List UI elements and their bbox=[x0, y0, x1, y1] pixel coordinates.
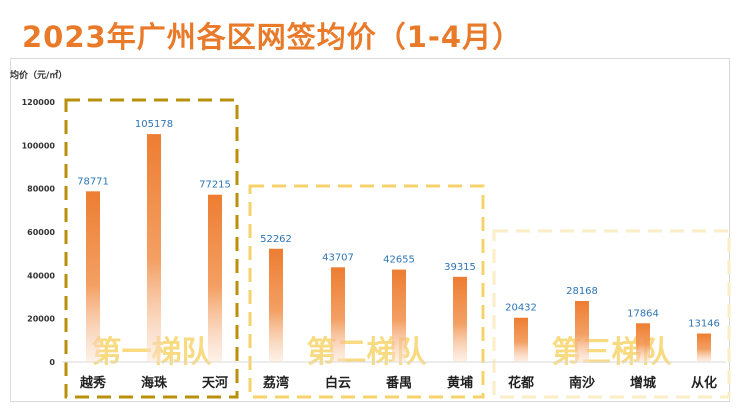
data-label-越秀: 78771 bbox=[77, 176, 109, 187]
y-tick-label-2: 40000 bbox=[27, 271, 55, 280]
bar-黄埔 bbox=[453, 276, 467, 362]
bar-南沙 bbox=[575, 300, 589, 362]
data-label-番禺: 42655 bbox=[383, 255, 415, 266]
tier-label-2: 第二梯队 bbox=[307, 335, 428, 370]
data-label-南沙: 28168 bbox=[566, 286, 598, 297]
y-tick-label-1: 20000 bbox=[27, 315, 55, 324]
x-tick-label-天河: 天河 bbox=[202, 375, 228, 391]
data-label-黄埔: 39315 bbox=[444, 262, 476, 273]
bar-天河 bbox=[208, 194, 222, 362]
y-tick-label-0: 0 bbox=[49, 358, 55, 367]
data-label-荔湾: 52262 bbox=[260, 234, 292, 245]
data-label-花都: 20432 bbox=[505, 303, 537, 314]
x-tick-label-从化: 从化 bbox=[691, 375, 717, 391]
x-tick-label-番禺: 番禺 bbox=[385, 375, 412, 391]
x-tick-label-越秀: 越秀 bbox=[79, 375, 107, 391]
chart-title: 2023年广州各区网签均价（1-4月） bbox=[22, 20, 523, 54]
bar-海珠 bbox=[147, 134, 161, 362]
data-label-天河: 77215 bbox=[199, 180, 231, 191]
bar-荔湾 bbox=[269, 248, 283, 362]
x-tick-label-南沙: 南沙 bbox=[569, 375, 595, 391]
data-label-白云: 43707 bbox=[322, 252, 354, 263]
bar-增城 bbox=[636, 323, 650, 362]
bar-番禺 bbox=[392, 269, 406, 362]
data-label-海珠: 105178 bbox=[135, 119, 173, 130]
bar-白云 bbox=[331, 267, 345, 362]
tier-box-3 bbox=[492, 229, 731, 399]
x-tick-label-黄埔: 黄埔 bbox=[447, 375, 473, 391]
y-tick-label-3: 60000 bbox=[27, 228, 55, 237]
y-tick-label-5: 100000 bbox=[22, 141, 56, 150]
tier-box-1 bbox=[64, 98, 239, 399]
x-tick-label-白云: 白云 bbox=[325, 375, 351, 391]
bar-花都 bbox=[514, 317, 528, 362]
chart-frame bbox=[10, 58, 730, 402]
tier-label-3: 第三梯队 bbox=[552, 335, 673, 370]
x-tick-label-增城: 增城 bbox=[630, 375, 656, 391]
y-tick-label-4: 80000 bbox=[27, 185, 55, 194]
y-axis-label: 均价（元/㎡） bbox=[10, 69, 67, 81]
tier-box-2 bbox=[248, 184, 485, 399]
bar-越秀 bbox=[86, 191, 100, 362]
y-tick-label-6: 120000 bbox=[22, 98, 56, 107]
bar-从化 bbox=[697, 333, 711, 362]
x-tick-label-海珠: 海珠 bbox=[141, 375, 168, 391]
x-tick-label-花都: 花都 bbox=[508, 375, 534, 391]
x-tick-label-荔湾: 荔湾 bbox=[262, 375, 289, 391]
data-label-增城: 17864 bbox=[627, 308, 659, 319]
data-label-从化: 13146 bbox=[688, 319, 720, 330]
